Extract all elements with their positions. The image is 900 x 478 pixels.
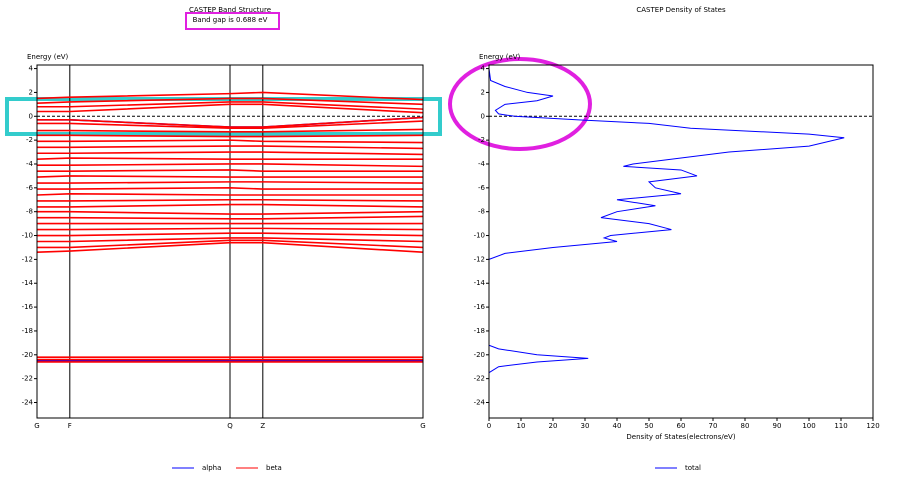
y-tick-label: -20: [474, 351, 485, 359]
band-line: [37, 181, 424, 184]
chart-title: CASTEP Band Structure: [189, 6, 271, 14]
band-line: [37, 128, 424, 133]
y-tick-label: -18: [474, 327, 485, 335]
y-axis-label: Energy (eV): [27, 53, 69, 61]
band-line: [37, 237, 424, 243]
legend-label: alpha: [202, 464, 221, 472]
y-tick-label: 2: [29, 88, 33, 96]
y-tick-label: -4: [478, 160, 486, 168]
band-line: [36, 241, 424, 254]
x-tick-label: 20: [549, 422, 558, 430]
x-tick-label: 110: [834, 422, 847, 430]
band-line: [37, 203, 424, 208]
x-tick-label: 0: [487, 422, 491, 430]
band-line: [37, 163, 424, 168]
x-tick-label: G: [34, 422, 39, 430]
y-tick-label: -10: [474, 232, 485, 240]
band-line: [36, 97, 424, 106]
x-tick-label: 60: [677, 422, 686, 430]
y-tick-label: -8: [26, 208, 33, 216]
y-tick-label: -18: [22, 327, 33, 335]
band-line: [37, 151, 424, 156]
y-tick-label: 0: [29, 112, 33, 120]
x-tick-label: 70: [709, 422, 718, 430]
plot-frame: [488, 64, 874, 419]
y-tick-label: 4: [481, 65, 486, 73]
y-tick-label: -22: [22, 375, 33, 383]
band-line: [37, 101, 424, 110]
highlight-box: [185, 12, 280, 30]
y-tick-label: -16: [22, 303, 34, 311]
band-line: [37, 145, 424, 150]
y-tick-label: -12: [474, 255, 485, 263]
band-line: [37, 134, 424, 138]
y-tick-label: 0: [481, 112, 485, 120]
y-tick-label: 4: [29, 65, 34, 73]
band-line: [36, 91, 424, 101]
band-line: [37, 139, 424, 144]
band-line: [36, 175, 423, 178]
band-line: [37, 169, 423, 172]
band-line: [37, 232, 424, 237]
legend-label: total: [685, 464, 701, 472]
band-line: [36, 157, 423, 161]
plot-frame: [36, 64, 424, 419]
x-tick-label: 10: [517, 422, 526, 430]
y-tick-label: -20: [22, 351, 33, 359]
x-axis-label: Density of States(electrons/eV): [626, 433, 735, 441]
chart-title: CASTEP Density of States: [636, 6, 726, 14]
dos-line: [488, 68, 845, 379]
y-tick-label: -24: [474, 398, 486, 406]
annotation: Band gap is 0.688 eV: [193, 16, 268, 24]
y-tick-label: -4: [26, 160, 34, 168]
legend-label: beta: [266, 464, 282, 472]
band-line: [37, 187, 423, 190]
x-tick-label: 30: [581, 422, 590, 430]
x-tick-label: Q: [227, 422, 233, 430]
y-tick-label: -24: [22, 398, 34, 406]
y-tick-label: -16: [474, 303, 486, 311]
band-line: [37, 103, 424, 114]
y-tick-label: -22: [474, 375, 485, 383]
y-tick-label: -2: [26, 136, 33, 144]
x-tick-label: 90: [773, 422, 782, 430]
y-tick-label: -6: [26, 184, 34, 192]
x-tick-label: Z: [260, 422, 265, 430]
y-tick-label: -14: [22, 279, 34, 287]
x-tick-label: G: [420, 422, 425, 430]
band-line: [37, 239, 424, 249]
x-tick-label: 120: [866, 422, 879, 430]
band-line: [37, 215, 424, 220]
band-line: [37, 198, 424, 202]
x-tick-label: F: [68, 422, 72, 430]
y-tick-label: -8: [478, 208, 485, 216]
highlight-ellipse: [448, 57, 592, 151]
band-line: [37, 210, 424, 215]
x-tick-label: 50: [645, 422, 654, 430]
x-tick-label: 100: [802, 422, 815, 430]
x-tick-label: 80: [741, 422, 750, 430]
y-tick-label: -10: [22, 232, 33, 240]
y-axis-label: Energy (eV): [479, 53, 521, 61]
y-tick-label: -2: [478, 136, 485, 144]
y-tick-label: 2: [481, 88, 485, 96]
y-tick-label: -14: [474, 279, 486, 287]
y-tick-label: -6: [478, 184, 486, 192]
band-line: [37, 116, 424, 128]
band-line: [37, 227, 424, 231]
band-line: [37, 120, 424, 130]
band-line: [36, 192, 423, 196]
x-tick-label: 40: [613, 422, 622, 430]
y-tick-label: -12: [22, 255, 33, 263]
